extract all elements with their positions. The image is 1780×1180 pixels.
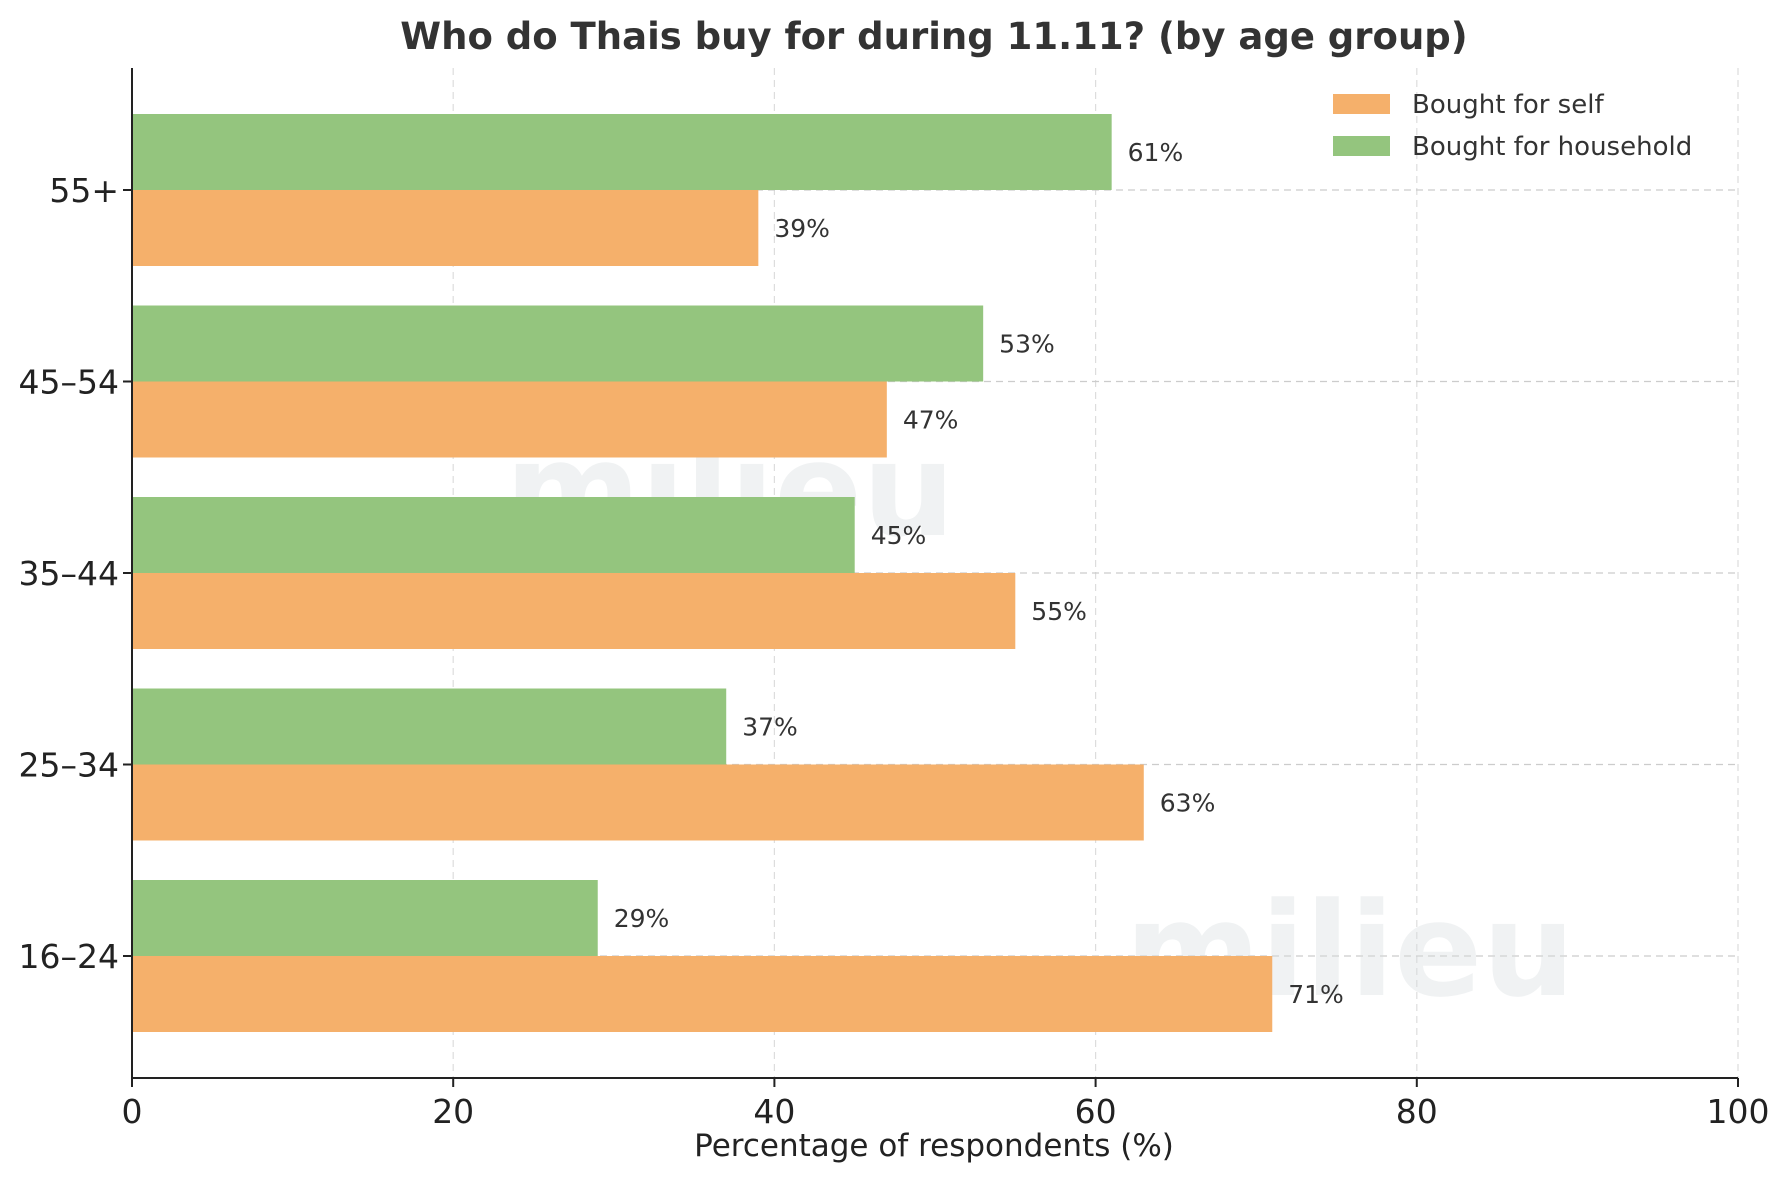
x-tick-label: 60 — [1075, 1092, 1117, 1131]
data-label-household: 29% — [614, 904, 670, 933]
bar-bought-for-household — [132, 497, 855, 573]
data-label-self: 39% — [774, 214, 830, 243]
bar-bought-for-household — [132, 305, 984, 382]
data-label-self: 55% — [1031, 597, 1087, 626]
bar-bought-for-self — [132, 956, 1273, 1032]
bar-bought-for-self — [132, 381, 887, 458]
bar-bought-for-household — [132, 880, 598, 956]
bar-bought-for-self — [132, 190, 759, 266]
y-tick-label: 55+ — [49, 171, 119, 210]
x-tick-label: 20 — [432, 1092, 474, 1131]
bar-bought-for-self — [132, 573, 1016, 649]
ticks: 0 20 40 60 80 100 16–24 25–34 35–44 45–54 55+ — [19, 171, 1770, 1131]
y-tick-label: 25–34 — [19, 746, 119, 785]
data-label-household: 61% — [1128, 138, 1184, 167]
bar-bought-for-self — [132, 764, 1144, 841]
y-tick-label: 35–44 — [19, 554, 119, 593]
y-tick-label: 16–24 — [19, 937, 119, 976]
x-axis-title: Percentage of respondents (%) — [694, 1128, 1174, 1164]
legend-swatch — [1333, 136, 1390, 156]
data-label-household: 53% — [999, 330, 1055, 359]
x-tick-label: 40 — [753, 1092, 795, 1131]
data-label-self: 47% — [903, 406, 959, 435]
bars — [132, 114, 1273, 1032]
y-tick-label: 45–54 — [19, 363, 119, 402]
chart-title: Who do Thais buy for during 11.11? (by a… — [400, 15, 1467, 58]
legend: Bought for self Bought for household — [1333, 90, 1692, 162]
data-label-household: 45% — [871, 521, 927, 550]
legend-label: Bought for self — [1412, 90, 1604, 120]
x-tick-label: 100 — [1707, 1092, 1770, 1131]
bar-bought-for-household — [132, 688, 727, 765]
data-label-self: 63% — [1160, 789, 1216, 818]
data-label-self: 71% — [1288, 980, 1344, 1009]
x-tick-label: 0 — [122, 1092, 143, 1131]
data-labels: 29% 71% 37% 63% 45% 55% 53% 47% 61% 39% — [614, 138, 1344, 1009]
x-tick-label: 80 — [1396, 1092, 1438, 1131]
data-label-household: 37% — [742, 713, 798, 742]
bar-bought-for-household — [132, 114, 1112, 190]
legend-label: Bought for household — [1412, 132, 1692, 162]
legend-swatch — [1333, 94, 1390, 114]
